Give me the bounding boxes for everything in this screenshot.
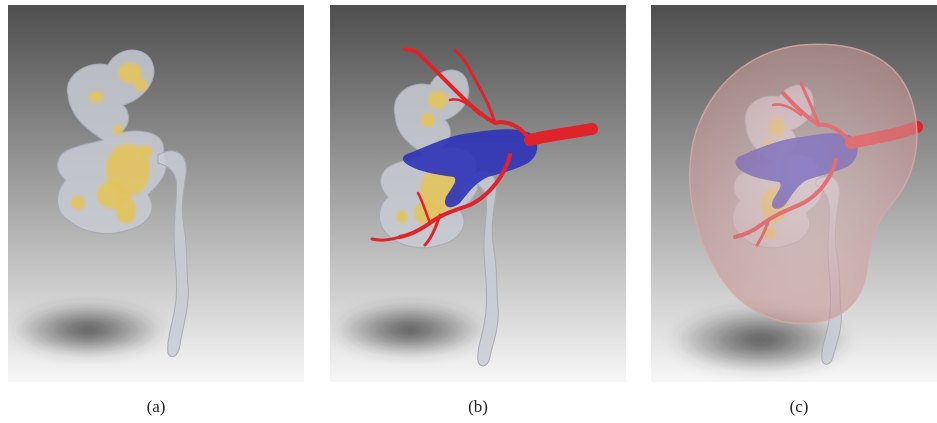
panel-b-render — [330, 5, 626, 382]
stones — [71, 63, 152, 224]
caption-a: (a) — [146, 397, 166, 416]
cast-shadow — [332, 302, 488, 358]
render-a-svg — [8, 5, 304, 382]
kidney-parenchyma — [688, 43, 918, 325]
render-c-svg — [651, 5, 937, 382]
renal-artery — [370, 47, 598, 247]
cast-shadow — [10, 302, 166, 358]
render-b-svg — [330, 5, 626, 382]
caption-b: (b) — [468, 397, 488, 416]
panel-a-render — [8, 5, 304, 382]
panel-c-render — [651, 5, 937, 382]
caption-c: (c) — [789, 397, 809, 416]
renal-vein — [402, 129, 538, 208]
